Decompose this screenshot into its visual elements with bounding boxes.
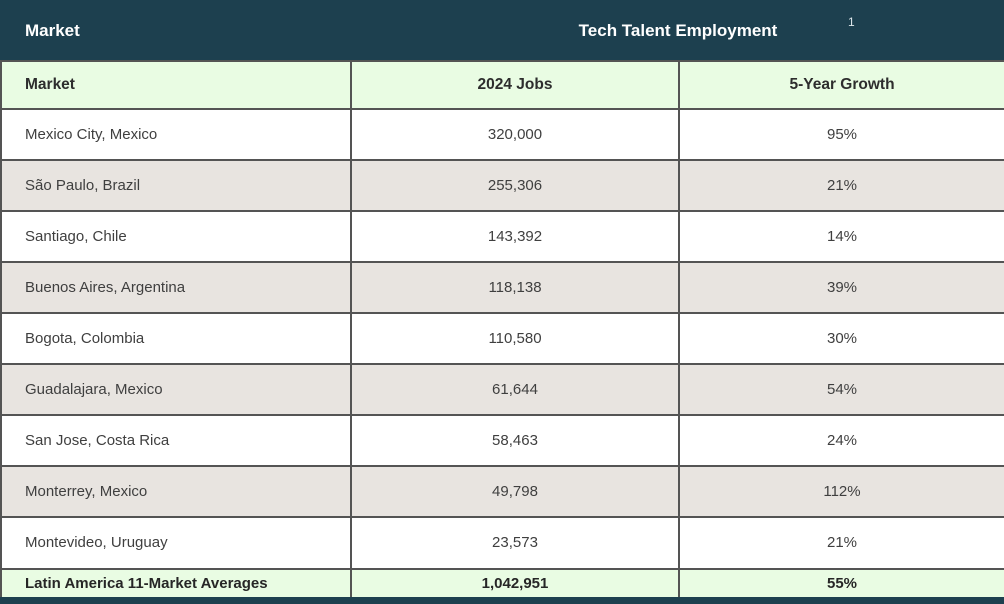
table-row: Monterrey, Mexico 49,798 112% (0, 465, 1004, 519)
jobs-value: 49,798 (350, 465, 680, 519)
averages-jobs-value: 1,042,951 (350, 567, 680, 602)
table-title-cell: Tech Talent Employment 1 (350, 0, 1004, 62)
title-market-cell: Market (0, 0, 352, 62)
footnote-marker: 1 (848, 15, 855, 29)
growth-value: 95% (678, 107, 1004, 162)
table-title: Tech Talent Employment (578, 21, 778, 40)
table-row: San Jose, Costa Rica 58,463 24% (0, 414, 1004, 468)
averages-label: Latin America 11-Market Averages (0, 567, 352, 602)
jobs-value: 320,000 (350, 107, 680, 162)
market-name: São Paulo, Brazil (0, 159, 352, 213)
market-name: Monterrey, Mexico (0, 465, 352, 519)
table-row: São Paulo, Brazil 255,306 21% (0, 159, 1004, 213)
growth-value: 21% (678, 516, 1004, 570)
market-name: Santiago, Chile (0, 210, 352, 264)
column-header-growth: 5-Year Growth (678, 60, 1004, 110)
growth-value: 39% (678, 261, 1004, 315)
table-row: Buenos Aires, Argentina 118,138 39% (0, 261, 1004, 315)
market-name: Montevideo, Uruguay (0, 516, 352, 570)
jobs-value: 118,138 (350, 261, 680, 315)
market-name: San Jose, Costa Rica (0, 414, 352, 468)
averages-growth-value: 55% (678, 567, 1004, 602)
jobs-value: 255,306 (350, 159, 680, 213)
jobs-value: 23,573 (350, 516, 680, 570)
market-name: Buenos Aires, Argentina (0, 261, 352, 315)
column-header-market: Market (0, 60, 352, 110)
market-name: Bogota, Colombia (0, 312, 352, 366)
growth-value: 54% (678, 363, 1004, 417)
growth-value: 14% (678, 210, 1004, 264)
growth-value: 30% (678, 312, 1004, 366)
jobs-value: 143,392 (350, 210, 680, 264)
jobs-value: 58,463 (350, 414, 680, 468)
averages-row: Latin America 11-Market Averages 1,042,9… (0, 567, 1004, 602)
table-title-row: Market Tech Talent Employment 1 (0, 0, 1004, 62)
column-header-jobs: 2024 Jobs (350, 60, 680, 110)
market-name: Mexico City, Mexico (0, 107, 352, 162)
table-row: Montevideo, Uruguay 23,573 21% (0, 516, 1004, 570)
table-row: Bogota, Colombia 110,580 30% (0, 312, 1004, 366)
table-row: Guadalajara, Mexico 61,644 54% (0, 363, 1004, 417)
jobs-value: 61,644 (350, 363, 680, 417)
table-row: Santiago, Chile 143,392 14% (0, 210, 1004, 264)
growth-value: 24% (678, 414, 1004, 468)
growth-value: 21% (678, 159, 1004, 213)
column-header-row: Market 2024 Jobs 5-Year Growth (0, 60, 1004, 110)
growth-value: 112% (678, 465, 1004, 519)
jobs-value: 110,580 (350, 312, 680, 366)
market-name: Guadalajara, Mexico (0, 363, 352, 417)
table-row: Mexico City, Mexico 320,000 95% (0, 107, 1004, 162)
